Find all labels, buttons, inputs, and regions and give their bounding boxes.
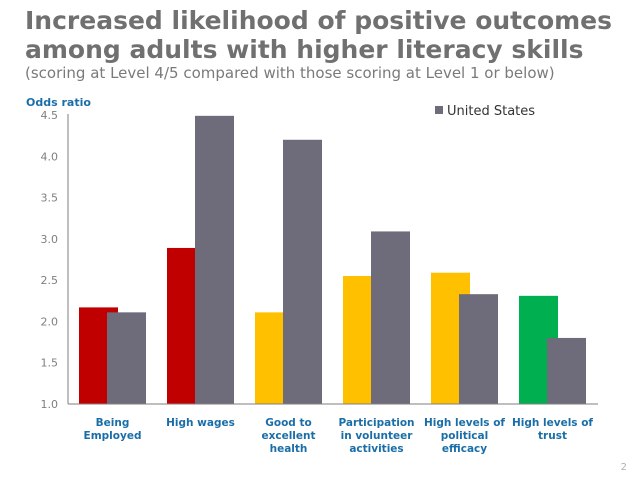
bar-united-states — [547, 337, 586, 404]
y-tick-label: 3.0 — [41, 233, 59, 246]
bar-united-states — [107, 312, 146, 404]
bar-united-states — [283, 139, 322, 404]
bar-united-states — [459, 294, 498, 404]
bar-united-states — [371, 231, 410, 404]
x-tick-label: in volunteer — [341, 430, 414, 442]
x-tick-label: excellent — [261, 430, 315, 442]
y-tick-label: 1.0 — [41, 398, 59, 411]
y-tick-label: 2.0 — [41, 315, 59, 328]
x-tick-label: Employed — [84, 430, 142, 442]
chart-subtitle: (scoring at Level 4/5 compared with thos… — [25, 64, 555, 82]
y-tick-label: 1.5 — [41, 357, 59, 370]
legend-label-united-states: United States — [447, 104, 535, 119]
x-tick-label: health — [270, 443, 308, 455]
x-tick-label: political — [441, 430, 488, 442]
chart-title: Increased likelihood of positive outcome… — [25, 6, 612, 64]
x-tick-label: Participation — [338, 417, 414, 429]
x-tick-label: Being — [96, 417, 130, 429]
x-tick-label: High wages — [166, 417, 235, 429]
y-tick-label: 4.5 — [41, 109, 59, 122]
legend-swatch-united-states — [435, 106, 443, 114]
x-tick-label: High levels of — [424, 417, 505, 429]
y-tick-label: 4.0 — [41, 150, 59, 163]
x-tick-label: efficacy — [442, 443, 487, 455]
x-tick-label: trust — [538, 430, 567, 442]
x-tick-label: High levels of — [512, 417, 593, 429]
y-tick-label: 3.5 — [41, 192, 59, 205]
x-tick-label: activities — [349, 443, 403, 455]
y-tick-label: 2.5 — [41, 274, 59, 287]
y-axis-label: Odds ratio — [26, 96, 91, 109]
x-tick-label: Good to — [265, 417, 311, 429]
page-number: 2 — [620, 462, 627, 473]
bar-united-states — [195, 115, 234, 404]
